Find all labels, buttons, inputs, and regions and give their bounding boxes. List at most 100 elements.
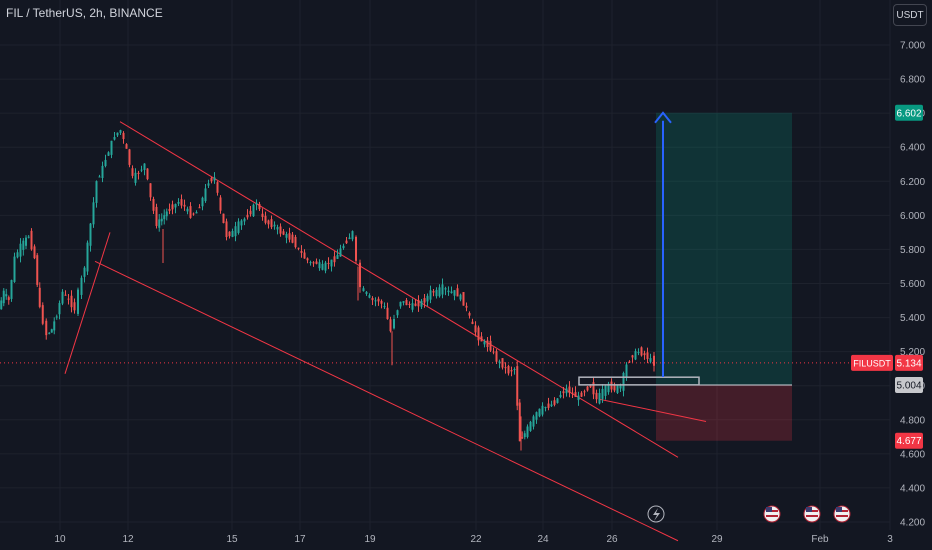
current-price-label-text: 5.134 <box>896 358 921 369</box>
candle-body <box>204 188 207 202</box>
candle-body <box>113 136 116 140</box>
candle-body <box>374 300 377 302</box>
stop-zone[interactable] <box>656 385 792 441</box>
current-price-label-bg <box>895 354 923 371</box>
candle-body <box>318 262 321 269</box>
price-tick-label: 5.800 <box>900 245 925 256</box>
candle-body <box>417 300 420 307</box>
candle-body <box>5 294 8 297</box>
candle-body <box>345 240 348 244</box>
candle-body <box>0 300 3 310</box>
candle-body <box>13 256 16 282</box>
candle-body <box>583 391 586 393</box>
us-flag-icon-canton <box>766 507 772 512</box>
candle-body <box>92 202 95 225</box>
candle-body <box>377 298 380 302</box>
candle-body <box>25 237 27 246</box>
candle-body <box>646 352 649 359</box>
candle-body <box>45 320 48 336</box>
candle-body <box>255 202 258 205</box>
candle-body <box>429 290 432 300</box>
candle-body <box>327 263 330 265</box>
candle-body <box>619 385 622 389</box>
candle-body <box>38 287 41 307</box>
symbol-title[interactable]: FIL / TetherUS, 2h, BINANCE <box>6 6 163 20</box>
candle-body <box>577 395 580 401</box>
candle-body <box>303 252 306 259</box>
candle-body <box>177 202 180 204</box>
us-flag-icon[interactable] <box>763 505 781 523</box>
candle-body <box>571 392 574 394</box>
candle-body <box>468 312 471 316</box>
candle-body <box>119 130 122 133</box>
candle-body <box>653 355 655 366</box>
candle-body <box>544 407 547 409</box>
candle-body <box>195 212 198 214</box>
candle-body <box>288 233 291 240</box>
currency-button[interactable]: USDT <box>893 4 927 26</box>
us-flag-icon-stripe <box>836 515 848 517</box>
candle-body <box>134 172 137 183</box>
candle-body <box>495 351 498 362</box>
candle-body <box>492 351 495 353</box>
time-tick-label: Feb <box>811 534 829 545</box>
candle-body <box>411 303 414 310</box>
candle-body <box>607 383 610 393</box>
candle-body <box>480 336 483 342</box>
candle-body <box>258 204 261 210</box>
candle-body <box>598 393 601 404</box>
candle-body <box>649 358 652 362</box>
candle-body <box>61 291 64 304</box>
candle-body <box>513 368 516 370</box>
candle-body <box>174 203 177 208</box>
us-flag-icon[interactable] <box>833 505 851 523</box>
candle-body <box>243 218 246 222</box>
us-flag-icon-stripe <box>806 515 818 517</box>
support-trendline[interactable] <box>64 232 111 374</box>
candle-body <box>306 258 309 261</box>
candle-body <box>462 292 465 306</box>
price-tick-label: 4.600 <box>900 449 925 460</box>
candle-body <box>53 321 56 331</box>
overlays[interactable] <box>578 111 851 523</box>
candle-body <box>234 226 237 237</box>
target-price-label: 6.602 <box>895 104 923 121</box>
candle-body <box>459 294 462 300</box>
channel-line-lower[interactable] <box>94 260 679 542</box>
us-flag-icon[interactable] <box>803 505 821 523</box>
candle-body <box>143 163 146 170</box>
channel-line-upper[interactable] <box>119 121 679 458</box>
candle-body <box>498 361 501 363</box>
zone-rectangle[interactable] <box>578 376 700 386</box>
candle-body <box>264 215 267 223</box>
candle-body <box>95 181 98 203</box>
candle-body <box>565 388 568 394</box>
candle-body <box>198 207 201 209</box>
candle-body <box>261 213 264 218</box>
candle-body <box>426 295 429 302</box>
candle-body <box>210 177 213 182</box>
candle-body <box>107 152 110 156</box>
target-zone[interactable] <box>656 112 792 386</box>
candle-body <box>504 367 507 369</box>
candle-body <box>471 321 474 325</box>
upper-line-extension[interactable] <box>599 398 707 422</box>
lightning-icon[interactable] <box>647 505 665 523</box>
candle-body <box>359 262 361 288</box>
candle-body <box>643 353 646 356</box>
trend-lines[interactable] <box>0 121 890 542</box>
candle-body <box>83 267 86 277</box>
time-tick-label: 22 <box>470 534 482 545</box>
candle-body <box>339 248 342 257</box>
candle-body <box>249 210 252 215</box>
candle-body <box>414 303 417 306</box>
candle-body <box>140 169 143 171</box>
candle-body <box>453 290 456 296</box>
candle-body <box>149 183 152 198</box>
candle-body <box>41 305 44 324</box>
candle-body <box>486 340 489 348</box>
candle-body <box>368 295 371 298</box>
position-zones[interactable] <box>656 112 792 441</box>
